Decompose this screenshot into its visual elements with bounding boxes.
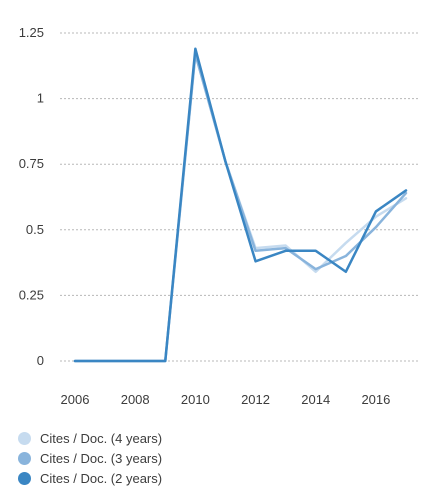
- legend-item[interactable]: Cites / Doc. (4 years): [18, 428, 162, 448]
- legend-marker: [18, 431, 31, 445]
- series-line-3: [73, 47, 408, 363]
- legend-label: Cites / Doc. (2 years): [40, 470, 163, 486]
- x-tick-label: 2012: [241, 392, 270, 407]
- y-tick-label: 0.5: [26, 222, 44, 237]
- legend-marker: [18, 451, 31, 465]
- legend: Cites / Doc. (4 years) Cites / Doc. (3 ye…: [18, 428, 162, 488]
- legend-label: Cites / Doc. (3 years): [40, 450, 163, 466]
- x-tick-label: 2006: [61, 392, 90, 407]
- y-tick-label: 0: [37, 353, 44, 368]
- y-axis: 0 0.25 0.5 0.75 1 1.25: [19, 25, 44, 368]
- x-axis: 2006 2008 2010 2012 2014 2016: [61, 392, 391, 407]
- legend-item[interactable]: Cites / Doc. (3 years): [18, 448, 162, 468]
- legend-label: Cites / Doc. (4 years): [40, 430, 163, 446]
- y-tick-label: 1.25: [19, 25, 44, 40]
- x-tick-label: 2014: [301, 392, 330, 407]
- y-tick-label: 1: [37, 91, 44, 106]
- y-tick-label: 0.75: [19, 156, 44, 171]
- legend-item[interactable]: Cites / Doc. (2 years): [18, 468, 162, 488]
- series-lines: [73, 47, 408, 363]
- x-tick-label: 2016: [361, 392, 390, 407]
- y-tick-label: 0.25: [19, 287, 44, 302]
- legend-marker: [18, 471, 31, 485]
- x-tick-label: 2010: [181, 392, 210, 407]
- x-tick-label: 2008: [121, 392, 150, 407]
